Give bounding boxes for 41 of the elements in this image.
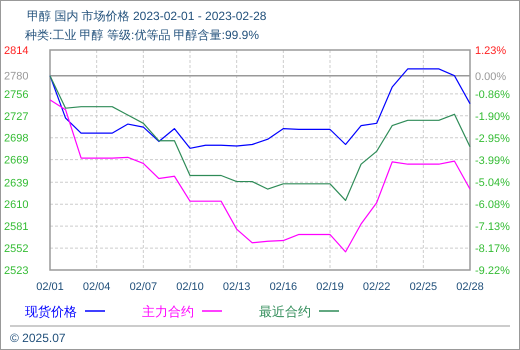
y2-tick-label: -6.08% xyxy=(475,198,510,211)
line-series xyxy=(49,99,471,252)
y2-tick-label: -7.13% xyxy=(475,221,510,233)
y2-tick-label: -0.86% xyxy=(475,89,510,101)
y-tick-label: 2727 xyxy=(4,110,28,123)
legend-label: 主力合约 xyxy=(142,304,194,319)
y-tick-label: 2552 xyxy=(4,243,28,256)
text: © 2025.07 xyxy=(10,331,66,345)
x-tick-label: 02/01 xyxy=(36,281,64,293)
x-tick-label: 02/07 xyxy=(130,281,158,293)
legend-label: 现货价格 xyxy=(25,304,77,319)
y2-tick-label: 1.23% xyxy=(475,45,506,57)
y2-tick-label: 0.00% xyxy=(475,70,506,83)
y2-tick-label: -9.22% xyxy=(475,265,510,277)
y-tick-label: 2756 xyxy=(4,88,28,101)
y-tick-label: 2698 xyxy=(4,132,28,145)
x-tick-label: 02/25 xyxy=(410,281,438,293)
x-tick-label: 02/22 xyxy=(362,281,390,293)
x-tick-label: 02/13 xyxy=(222,281,250,293)
y-tick-label: 2669 xyxy=(4,154,28,167)
y-tick-label: 2610 xyxy=(4,199,28,212)
chart-subtitle: 种类:工业 甲醇 等级:优等品 甲醇含量:99.9% xyxy=(25,28,260,42)
line-series xyxy=(49,68,471,149)
chart-title: 甲醇 国内 市场价格 2023-02-01 - 2023-02-28 xyxy=(27,9,267,23)
y-tick-label: 2523 xyxy=(4,265,28,277)
y2-tick-label: -3.99% xyxy=(475,154,510,167)
x-tick-label: 02/19 xyxy=(316,281,344,293)
y-tick-label: 2639 xyxy=(4,177,28,190)
line-series xyxy=(49,75,471,202)
y-tick-label: 2581 xyxy=(4,221,28,234)
x-tick-label: 02/10 xyxy=(176,281,204,293)
y2-tick-label: -8.17% xyxy=(475,242,510,255)
y-tick-label: 2814 xyxy=(4,45,28,57)
y2-tick-label: -5.04% xyxy=(475,177,510,189)
y-tick-label: 2780 xyxy=(4,70,28,83)
y2-tick-label: -1.90% xyxy=(475,110,510,123)
x-tick-label: 02/16 xyxy=(270,281,298,293)
y2-tick-label: -2.95% xyxy=(475,133,510,145)
legend-label: 最近合约 xyxy=(259,304,311,319)
x-tick-label: 02/04 xyxy=(82,281,110,293)
x-tick-label: 02/28 xyxy=(456,281,484,293)
